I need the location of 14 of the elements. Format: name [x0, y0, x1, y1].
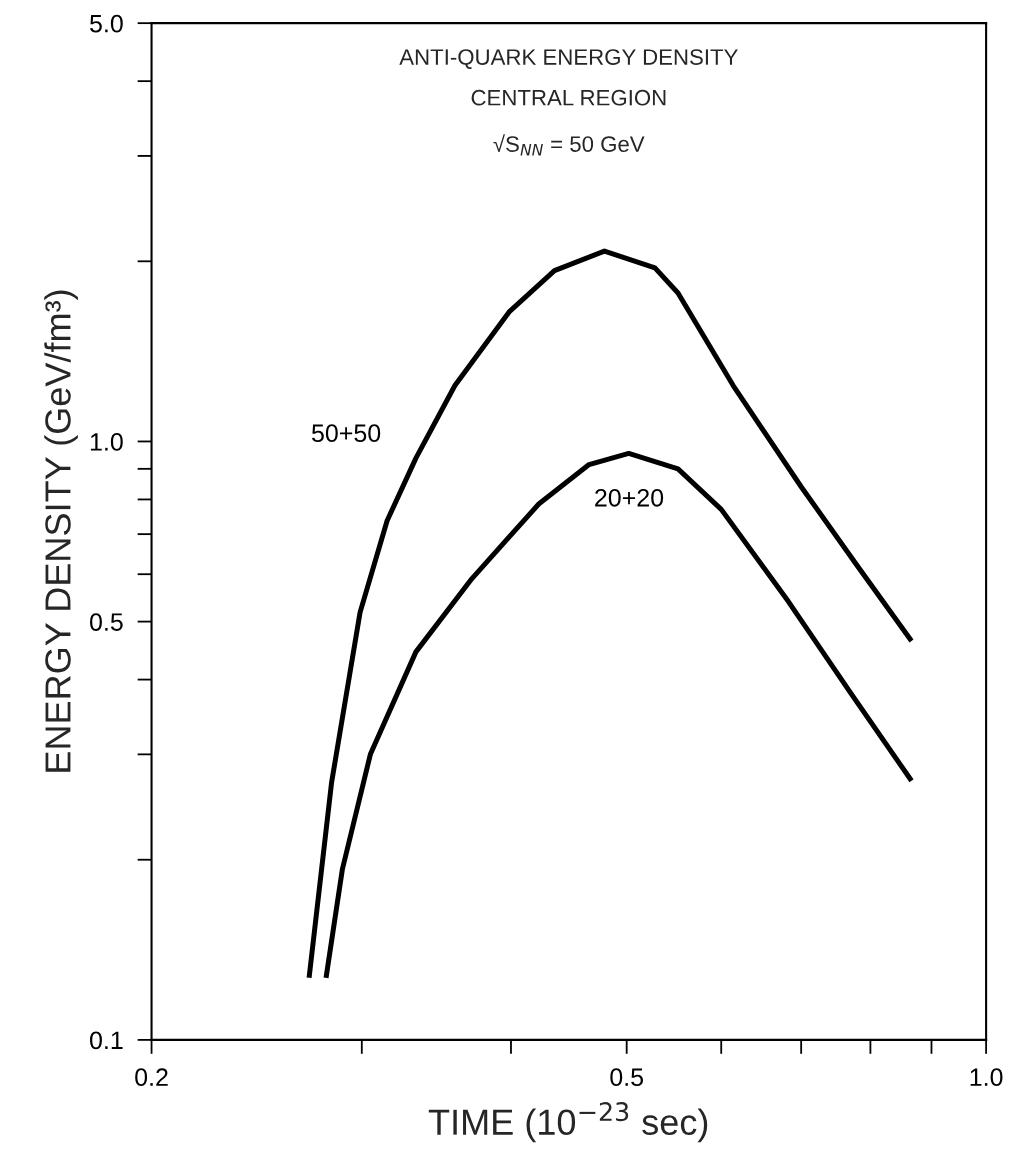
y-tick-label: 0.1: [90, 1031, 123, 1050]
x-tick-label: 0.2: [135, 1068, 168, 1087]
x-tick-label: 0.5: [610, 1068, 644, 1087]
series-label: 20+20: [595, 488, 664, 507]
x-tick-label: 1.0: [970, 1068, 1003, 1087]
y-tick-label: 1.0: [90, 433, 123, 451]
y-tick-label: 5.0: [90, 14, 123, 33]
text: CENTRAL REGION: [471, 89, 666, 106]
y-tick-label: 0.5: [90, 613, 123, 631]
x-axis-title: TIME (10$^{−23}$ sec): [428, 1102, 708, 1143]
text: ANTI-QUARK ENERGY DENSITY: [399, 49, 738, 69]
series-label: 50+50: [311, 424, 381, 443]
annotation: √S$_{NN}$ = 50 GeV: [493, 134, 645, 156]
y-axis-title: ENERGY DENSITY (GeV/fm³): [44, 290, 78, 772]
